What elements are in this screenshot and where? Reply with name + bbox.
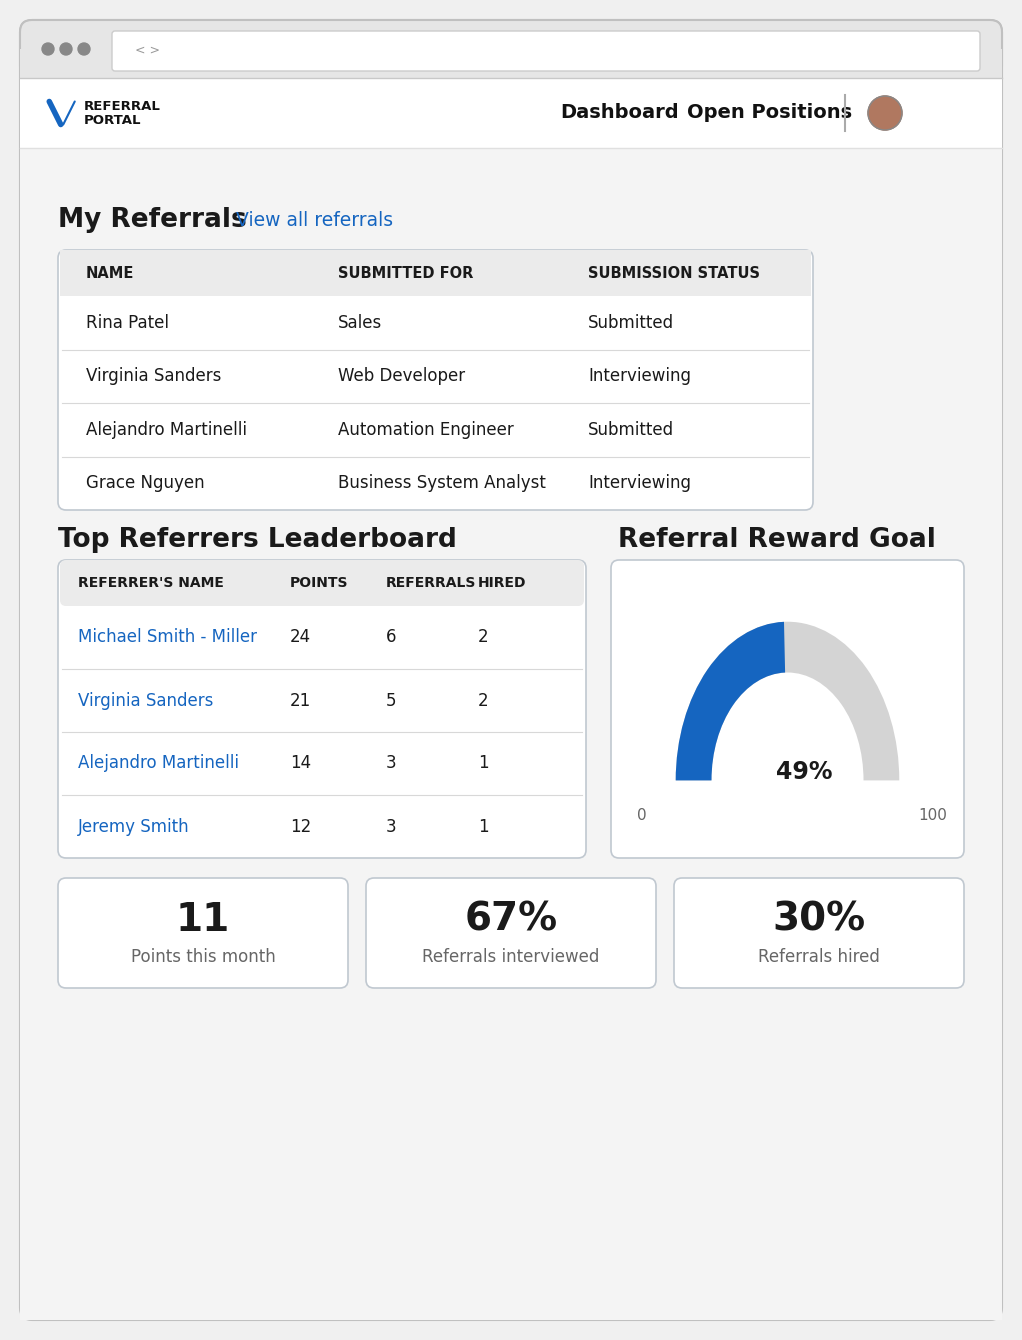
FancyBboxPatch shape (58, 560, 586, 858)
Text: 5: 5 (386, 691, 397, 709)
Text: Interviewing: Interviewing (588, 474, 691, 492)
Text: NAME: NAME (86, 265, 134, 280)
Text: Michael Smith - Miller: Michael Smith - Miller (78, 628, 257, 646)
Text: 30%: 30% (773, 900, 866, 939)
FancyBboxPatch shape (20, 78, 1002, 147)
FancyBboxPatch shape (58, 878, 349, 988)
Text: HIRED: HIRED (478, 576, 526, 590)
Text: 3: 3 (386, 754, 397, 772)
Text: Virginia Sanders: Virginia Sanders (78, 691, 214, 709)
Text: Alejandro Martinelli: Alejandro Martinelli (78, 754, 239, 772)
Text: Alejandro Martinelli: Alejandro Martinelli (86, 421, 247, 438)
FancyBboxPatch shape (611, 560, 964, 858)
Text: 3: 3 (386, 817, 397, 836)
FancyBboxPatch shape (112, 31, 980, 71)
Text: Top Referrers Leaderboard: Top Referrers Leaderboard (58, 527, 457, 553)
Text: POINTS: POINTS (290, 576, 349, 590)
Text: Automation Engineer: Automation Engineer (338, 421, 514, 438)
Text: 2: 2 (478, 691, 489, 709)
Text: Virginia Sanders: Virginia Sanders (86, 367, 222, 386)
Text: 12: 12 (290, 817, 312, 836)
Circle shape (60, 43, 72, 55)
Text: Business System Analyst: Business System Analyst (338, 474, 546, 492)
Wedge shape (676, 622, 785, 780)
Text: 1: 1 (478, 754, 489, 772)
Text: My Referrals: My Referrals (58, 206, 246, 233)
Text: < >: < > (135, 44, 160, 58)
Text: Dashboard: Dashboard (561, 103, 680, 122)
Circle shape (78, 43, 90, 55)
Text: 2: 2 (478, 628, 489, 646)
Text: 1: 1 (478, 817, 489, 836)
FancyBboxPatch shape (58, 251, 812, 511)
Circle shape (868, 96, 902, 130)
FancyBboxPatch shape (20, 20, 1002, 78)
Text: 49%: 49% (776, 761, 833, 784)
Text: 67%: 67% (464, 900, 558, 939)
Text: Open Positions: Open Positions (688, 103, 852, 122)
Text: REFERRAL: REFERRAL (84, 100, 160, 114)
Text: Web Developer: Web Developer (338, 367, 465, 386)
Text: PORTAL: PORTAL (84, 114, 141, 127)
Text: Referrals interviewed: Referrals interviewed (422, 949, 600, 966)
Text: SUBMITTED FOR: SUBMITTED FOR (338, 265, 473, 280)
Wedge shape (676, 622, 899, 780)
FancyBboxPatch shape (20, 147, 1002, 1320)
Text: 6: 6 (386, 628, 397, 646)
Text: Interviewing: Interviewing (588, 367, 691, 386)
Text: 24: 24 (290, 628, 311, 646)
Text: 21: 21 (290, 691, 312, 709)
Text: Sales: Sales (338, 314, 382, 332)
Text: 14: 14 (290, 754, 311, 772)
Text: 100: 100 (919, 808, 947, 823)
FancyBboxPatch shape (366, 878, 656, 988)
FancyBboxPatch shape (20, 20, 1002, 1320)
FancyBboxPatch shape (20, 50, 1002, 78)
Text: REFERRALS: REFERRALS (386, 576, 476, 590)
Text: Rina Patel: Rina Patel (86, 314, 169, 332)
Text: 11: 11 (176, 900, 230, 939)
FancyBboxPatch shape (60, 251, 811, 296)
Text: Points this month: Points this month (131, 949, 275, 966)
Text: SUBMISSION STATUS: SUBMISSION STATUS (588, 265, 760, 280)
Text: Grace Nguyen: Grace Nguyen (86, 474, 204, 492)
Text: Submitted: Submitted (588, 421, 675, 438)
FancyBboxPatch shape (673, 878, 964, 988)
Text: 0: 0 (638, 808, 647, 823)
Text: Jeremy Smith: Jeremy Smith (78, 817, 190, 836)
FancyBboxPatch shape (60, 560, 584, 606)
Text: View all referrals: View all referrals (236, 210, 393, 229)
Text: REFERRER'S NAME: REFERRER'S NAME (78, 576, 224, 590)
Circle shape (42, 43, 54, 55)
FancyBboxPatch shape (60, 251, 811, 296)
Text: Referral Reward Goal: Referral Reward Goal (618, 527, 936, 553)
Text: Referrals hired: Referrals hired (758, 949, 880, 966)
Text: Submitted: Submitted (588, 314, 675, 332)
